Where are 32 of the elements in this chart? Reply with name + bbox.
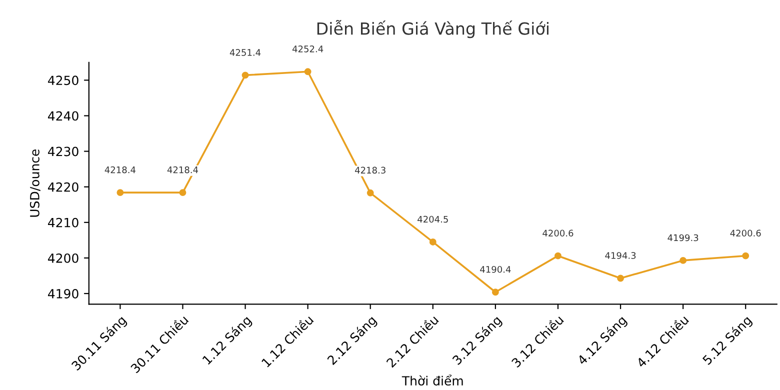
y-tick-label: 4240 (48, 111, 78, 121)
y-tick-label: 4190 (48, 289, 78, 298)
y-tick-label: 4250 (48, 76, 78, 86)
point (242, 72, 249, 79)
point (680, 256, 687, 264)
point (116, 189, 124, 196)
chart-title: Diễn Biến Giá Vàng Thế Giới (317, 20, 548, 38)
data-label: 4218.3 (355, 166, 386, 174)
y-tick-label: 4230 (48, 146, 78, 156)
data-label: 4218.4 (167, 166, 198, 174)
x-axis-title: Thời điểm (402, 374, 463, 386)
point (366, 189, 374, 196)
point (554, 252, 562, 260)
point (742, 252, 750, 260)
point (179, 189, 186, 196)
data-label: 4200.6 (542, 230, 574, 237)
y-tick-label: 4200 (48, 253, 78, 263)
y-axis-title: USD/ounce (30, 149, 40, 217)
data-label: 4204.5 (418, 216, 448, 223)
point (617, 274, 624, 282)
y-tick-label: 4220 (48, 182, 78, 192)
data-label: 4199.3 (668, 234, 698, 242)
data-label: 4218.4 (104, 166, 136, 174)
point (429, 238, 436, 246)
data-label: 4251.4 (230, 49, 261, 56)
y-tick-label: 4210 (48, 218, 78, 228)
point (492, 288, 499, 296)
data-label: 4252.4 (292, 46, 324, 52)
point (304, 68, 312, 76)
data-label: 4194.3 (605, 252, 636, 259)
data-label: 4190.4 (480, 266, 511, 273)
data-label: 4200.6 (730, 230, 761, 237)
